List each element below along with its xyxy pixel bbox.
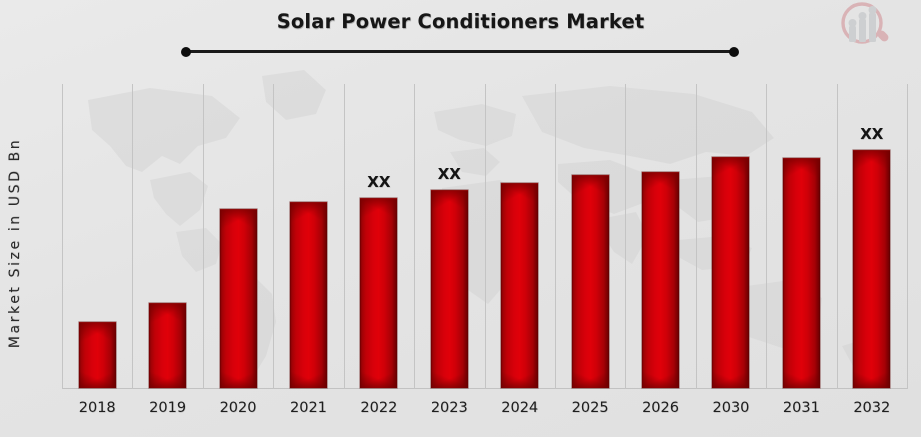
x-tick-label-2030: 2030 bbox=[712, 400, 750, 416]
bar-2032: XX bbox=[853, 125, 891, 388]
gridline bbox=[695, 84, 697, 389]
x-tick-label-2019: 2019 bbox=[149, 400, 187, 416]
title-divider bbox=[181, 46, 739, 57]
x-tick-label-2031: 2031 bbox=[782, 400, 820, 416]
bar-2022: XX bbox=[360, 173, 398, 388]
bar-value-label: XX bbox=[437, 165, 461, 184]
x-tick-label-2024: 2024 bbox=[501, 400, 539, 416]
gridline bbox=[766, 84, 768, 389]
gridline bbox=[273, 84, 275, 389]
y-axis-title: Market Size in USD Bn bbox=[7, 137, 23, 349]
gridline bbox=[62, 84, 63, 389]
bar-2019 bbox=[149, 302, 187, 389]
bar-2026 bbox=[642, 172, 680, 388]
x-tick-label-2022: 2022 bbox=[360, 400, 398, 416]
bar-2031 bbox=[782, 158, 820, 388]
gridline bbox=[343, 84, 345, 389]
bar-2020 bbox=[219, 208, 257, 389]
gridline bbox=[554, 84, 556, 389]
bar-2030 bbox=[712, 157, 750, 388]
bar-value-label: XX bbox=[860, 125, 884, 144]
gridline bbox=[836, 84, 838, 389]
gridline bbox=[132, 84, 134, 389]
x-tick-label-2018: 2018 bbox=[78, 400, 116, 416]
bar-2018 bbox=[78, 322, 116, 388]
gridline bbox=[484, 84, 486, 389]
divider-dot-right-icon bbox=[729, 46, 739, 57]
x-tick-label-2025: 2025 bbox=[571, 400, 609, 416]
gridline bbox=[202, 84, 204, 389]
bar-value-label: XX bbox=[367, 173, 391, 191]
x-tick-label-2026: 2026 bbox=[642, 400, 679, 416]
bar-2021 bbox=[289, 201, 327, 389]
gridline bbox=[907, 84, 908, 389]
bar-2025 bbox=[571, 175, 609, 388]
divider-dot-left-icon bbox=[181, 46, 191, 57]
page-title: Solar Power Conditioners Market bbox=[276, 10, 645, 33]
bar-2024 bbox=[501, 183, 539, 388]
x-tick-label-2032: 2032 bbox=[853, 400, 891, 416]
bar-2023: XX bbox=[430, 165, 468, 388]
plot-area: XX XX XX bbox=[62, 84, 908, 389]
gridline bbox=[625, 84, 627, 389]
x-tick-label-2020: 2020 bbox=[219, 400, 257, 416]
x-tick-label-2021: 2021 bbox=[290, 400, 327, 416]
gridline bbox=[414, 84, 416, 389]
x-tick-label-2023: 2023 bbox=[430, 400, 468, 416]
